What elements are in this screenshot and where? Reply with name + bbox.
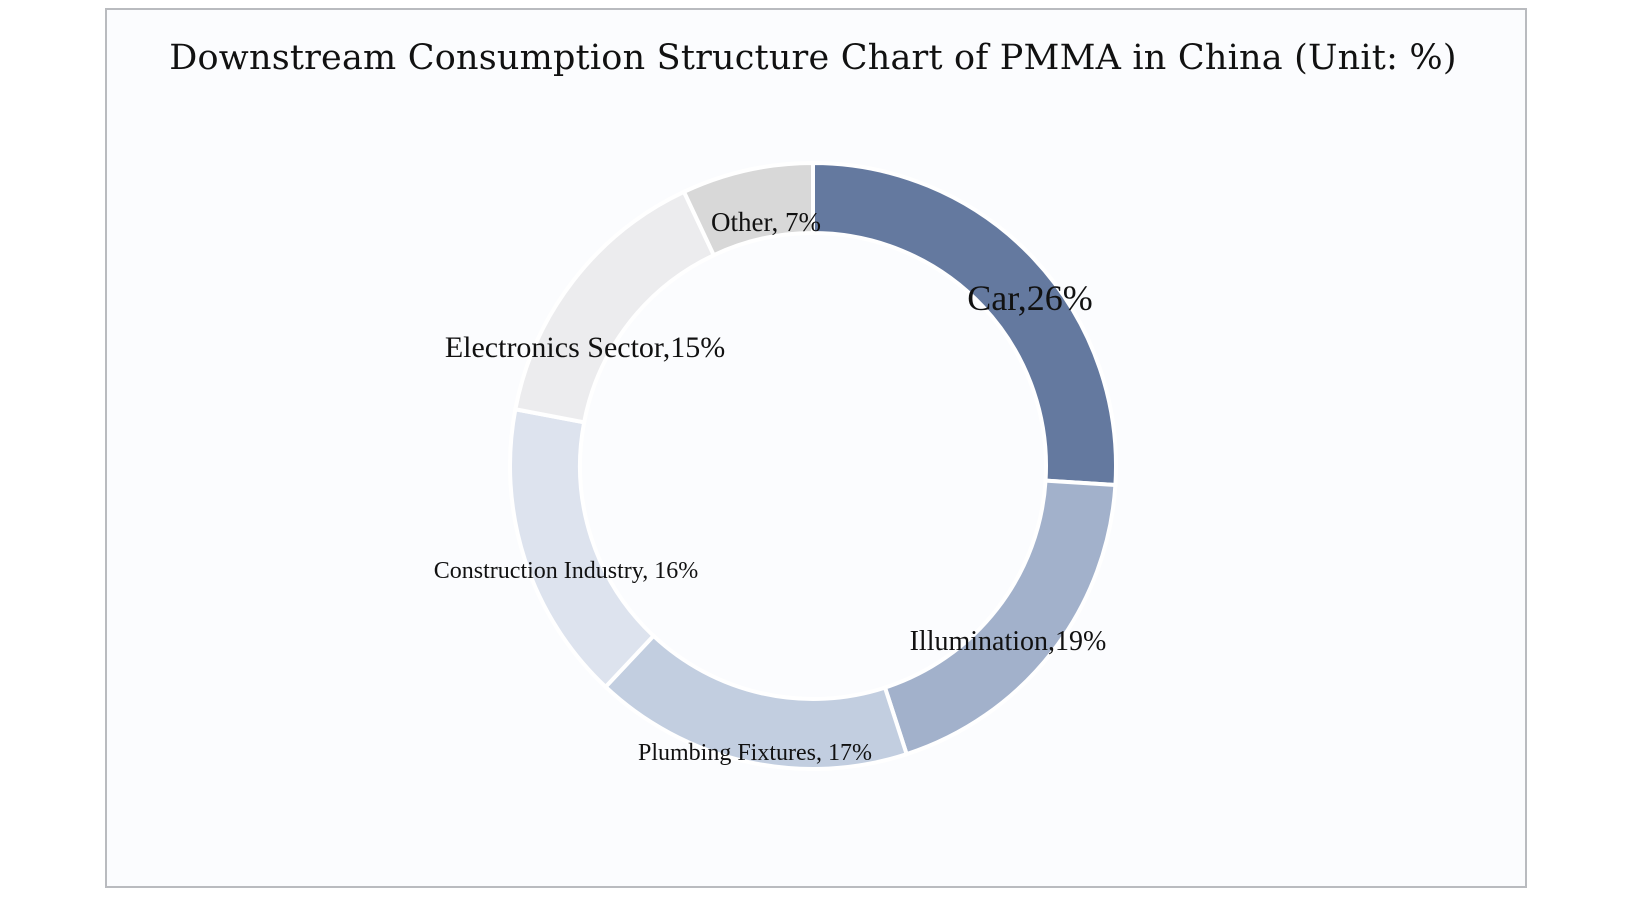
chart-title: Downstream Consumption Structure Chart o… xyxy=(169,38,1457,78)
slice-label-construction-industry: Construction Industry, 16% xyxy=(434,558,698,584)
donut-slice-other xyxy=(681,160,815,258)
donut-slice-electronics-sector xyxy=(513,189,717,425)
slice-label-car: Car,26% xyxy=(967,278,1093,318)
donut-slice-illumination xyxy=(882,478,1118,757)
slice-label-electronics-sector: Electronics Sector,15% xyxy=(445,331,725,364)
donut-slice-car xyxy=(811,160,1118,488)
slice-label-other: Other, 7% xyxy=(711,207,821,237)
slice-label-plumbing-fixtures: Plumbing Fixtures, 17% xyxy=(638,740,872,766)
slice-label-illumination: Illumination,19% xyxy=(910,626,1107,657)
donut-slice-construction-industry xyxy=(508,406,657,690)
